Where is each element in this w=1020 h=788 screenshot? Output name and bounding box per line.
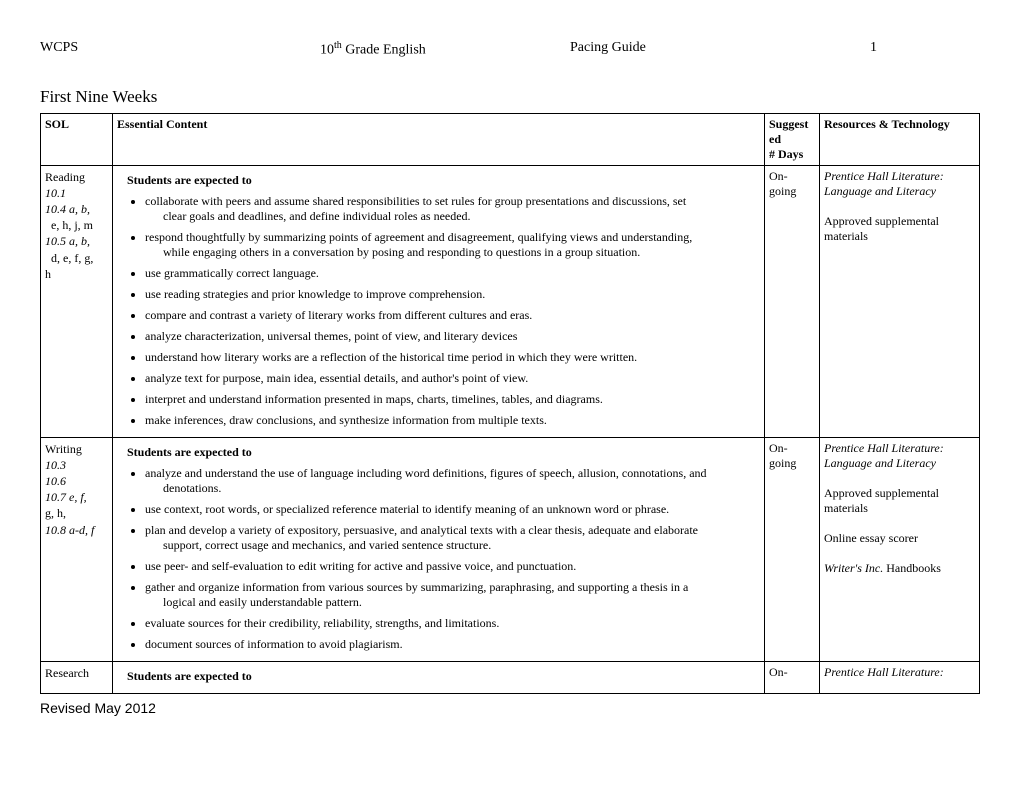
- header-org: WCPS: [40, 40, 320, 59]
- bullet-item: analyze and understand the use of langua…: [145, 466, 760, 496]
- sol-cell: Reading10.110.4 a, b,e, h, j, m10.5 a, b…: [41, 165, 113, 437]
- col-resources: Resources & Technology: [820, 113, 980, 165]
- col-sol: SOL: [41, 113, 113, 165]
- table-row: Writing10.310.610.7 e, f,g, h,10.8 a-d, …: [41, 437, 980, 661]
- sol-cell: Research: [41, 661, 113, 693]
- bullet-item: use context, root words, or specialized …: [145, 502, 760, 517]
- bullet-item: gather and organize information from var…: [145, 580, 760, 610]
- header-page-num: 1: [870, 40, 877, 59]
- days-cell: On-going: [765, 165, 820, 437]
- table-row: ResearchStudents are expected toOn-Prent…: [41, 661, 980, 693]
- sol-cell: Writing10.310.610.7 e, f,g, h,10.8 a-d, …: [41, 437, 113, 661]
- resources-cell: Prentice Hall Literature:Language and Li…: [820, 437, 980, 661]
- bullet-item: use grammatically correct language.: [145, 266, 760, 281]
- bullet-item: use reading strategies and prior knowled…: [145, 287, 760, 302]
- resources-cell: Prentice Hall Literature:Language and Li…: [820, 165, 980, 437]
- page-header: WCPS 10th Grade English Pacing Guide 1: [40, 40, 980, 59]
- bullet-item: collaborate with peers and assume shared…: [145, 194, 760, 224]
- days-cell: On-: [765, 661, 820, 693]
- table-header-row: SOL Essential Content Suggest ed # Days …: [41, 113, 980, 165]
- bullet-item: analyze text for purpose, main idea, ess…: [145, 371, 760, 386]
- bullet-item: evaluate sources for their credibility, …: [145, 616, 760, 631]
- bullet-item: respond thoughtfully by summarizing poin…: [145, 230, 760, 260]
- resources-cell: Prentice Hall Literature:: [820, 661, 980, 693]
- pacing-table: SOL Essential Content Suggest ed # Days …: [40, 113, 980, 694]
- table-row: Reading10.110.4 a, b,e, h, j, m10.5 a, b…: [41, 165, 980, 437]
- content-cell: Students are expected to: [113, 661, 765, 693]
- bullet-item: make inferences, draw conclusions, and s…: [145, 413, 760, 428]
- bullet-item: interpret and understand information pre…: [145, 392, 760, 407]
- footer-revised: Revised May 2012: [40, 700, 980, 716]
- bullet-item: plan and develop a variety of expository…: [145, 523, 760, 553]
- header-course: 10th Grade English: [320, 40, 570, 59]
- bullet-item: compare and contrast a variety of litera…: [145, 308, 760, 323]
- bullet-item: analyze characterization, universal them…: [145, 329, 760, 344]
- content-cell: Students are expected tocollaborate with…: [113, 165, 765, 437]
- bullet-item: understand how literary works are a refl…: [145, 350, 760, 365]
- days-cell: On-going: [765, 437, 820, 661]
- col-content: Essential Content: [113, 113, 765, 165]
- bullet-item: use peer- and self-evaluation to edit wr…: [145, 559, 760, 574]
- header-guide: Pacing Guide: [570, 40, 870, 59]
- bullet-item: document sources of information to avoid…: [145, 637, 760, 652]
- section-title: First Nine Weeks: [40, 87, 980, 107]
- content-cell: Students are expected toanalyze and unde…: [113, 437, 765, 661]
- col-days: Suggest ed # Days: [765, 113, 820, 165]
